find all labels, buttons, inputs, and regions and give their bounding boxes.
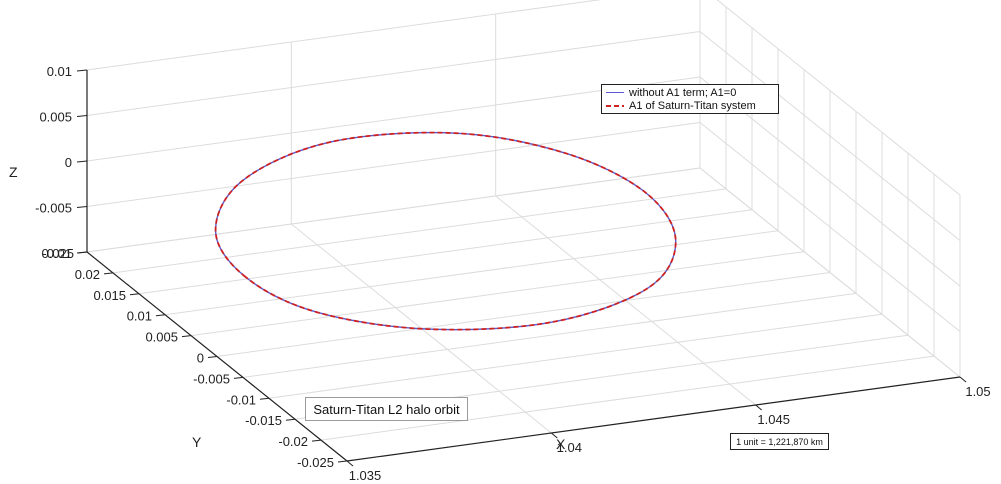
legend-label-series-1: without A1 term; A1=0 [629,86,737,99]
legend: without A1 term; A1=0 A1 of Saturn-Titan… [601,84,779,114]
y-tick-mark [155,314,166,317]
tick-labels: 1.035 1.04 1.045 1.05 -0.025 -0.02 -0.015 -0.01… [35,64,991,483]
grid-line [190,251,805,337]
y-tick-label: 0.02 [75,267,100,282]
grid-line [138,209,753,295]
y-tick-label: 0.005 [145,330,178,345]
y-tick-mark [259,397,270,400]
grid-line [86,76,701,162]
x-tick-mark [346,460,354,467]
legend-label-series-2: A1 of Saturn-Titan system [629,99,756,112]
x-axis-line [346,376,961,462]
x-tick-mark [551,432,558,439]
z-tick-mark [76,115,88,117]
grid-line [699,122,961,332]
y-tick-mark [103,272,114,275]
grid-line [86,167,701,253]
legend-entry-series-2: A1 of Saturn-Titan system [606,99,778,112]
grid-line [86,0,602,71]
y-tick-label: 0.025 [41,246,74,261]
grid-line [716,0,961,196]
z-tick-mark [76,160,88,163]
y-tick-label: -0.005 [193,371,230,386]
x-tick-label: 1.04 [557,440,582,455]
legend-entry-series-1: without A1 term; A1=0 [606,86,778,99]
y-tick-label: -0.02 [278,434,308,449]
grid-line [320,355,935,441]
legend-swatch-dashed [606,104,624,107]
x-tick-mark [755,404,762,411]
y-tick-mark [181,335,192,338]
x-tick-label: 1.045 [757,412,790,427]
grid-line [242,292,857,378]
grid-lines [86,0,961,462]
x-tick-label: 1.035 [349,468,382,483]
y-tick-label: -0.01 [226,392,256,407]
y-tick-label: 0.01 [127,309,152,324]
y-axis-label: Y [192,434,202,450]
z-tick-mark [76,251,88,254]
x-axis-label: X [556,436,566,452]
grid-line [112,188,727,274]
z-tick-label: 0.005 [39,110,72,125]
z-tick-mark [76,206,88,208]
y-tick-mark [285,418,296,421]
y-tick-label: -0.015 [245,413,282,428]
z-tick-label: 0.01 [47,64,72,79]
grid-line [268,313,883,399]
orbit-series [214,131,677,331]
grid-line [86,122,701,207]
y-tick-label: 0.015 [93,288,126,303]
z-tick-label: 0 [65,155,72,170]
x-tick-label: 1.05 [965,384,990,399]
grid-line [216,272,831,357]
z-tick-mark [76,69,88,72]
grid-line [164,230,779,316]
y-tick-label: 0 [197,351,204,366]
y-tick-mark [233,376,244,379]
y-tick-label: -0.025 [297,455,334,470]
y-tick-mark [207,356,218,358]
series-line-2 [214,131,677,331]
z-tick-label: -0.01 [42,246,72,261]
z-axis-label: Z [9,164,18,180]
grid-line [699,31,961,241]
y-tick-mark [129,293,140,296]
orbit-annotation: Saturn-Titan L2 halo orbit [305,397,468,421]
grid-line [86,31,701,116]
legend-swatch-solid [606,92,624,93]
y-tick-mark [337,460,348,463]
unit-annotation: 1 unit = 1,221,870 km [730,433,829,450]
y-tick-mark [311,439,322,442]
x-tick-mark [959,376,967,383]
z-tick-label: -0.005 [35,201,72,216]
series-line-1 [214,131,677,331]
axes [76,69,967,467]
